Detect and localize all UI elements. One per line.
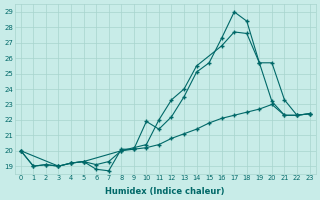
X-axis label: Humidex (Indice chaleur): Humidex (Indice chaleur) [106, 187, 225, 196]
